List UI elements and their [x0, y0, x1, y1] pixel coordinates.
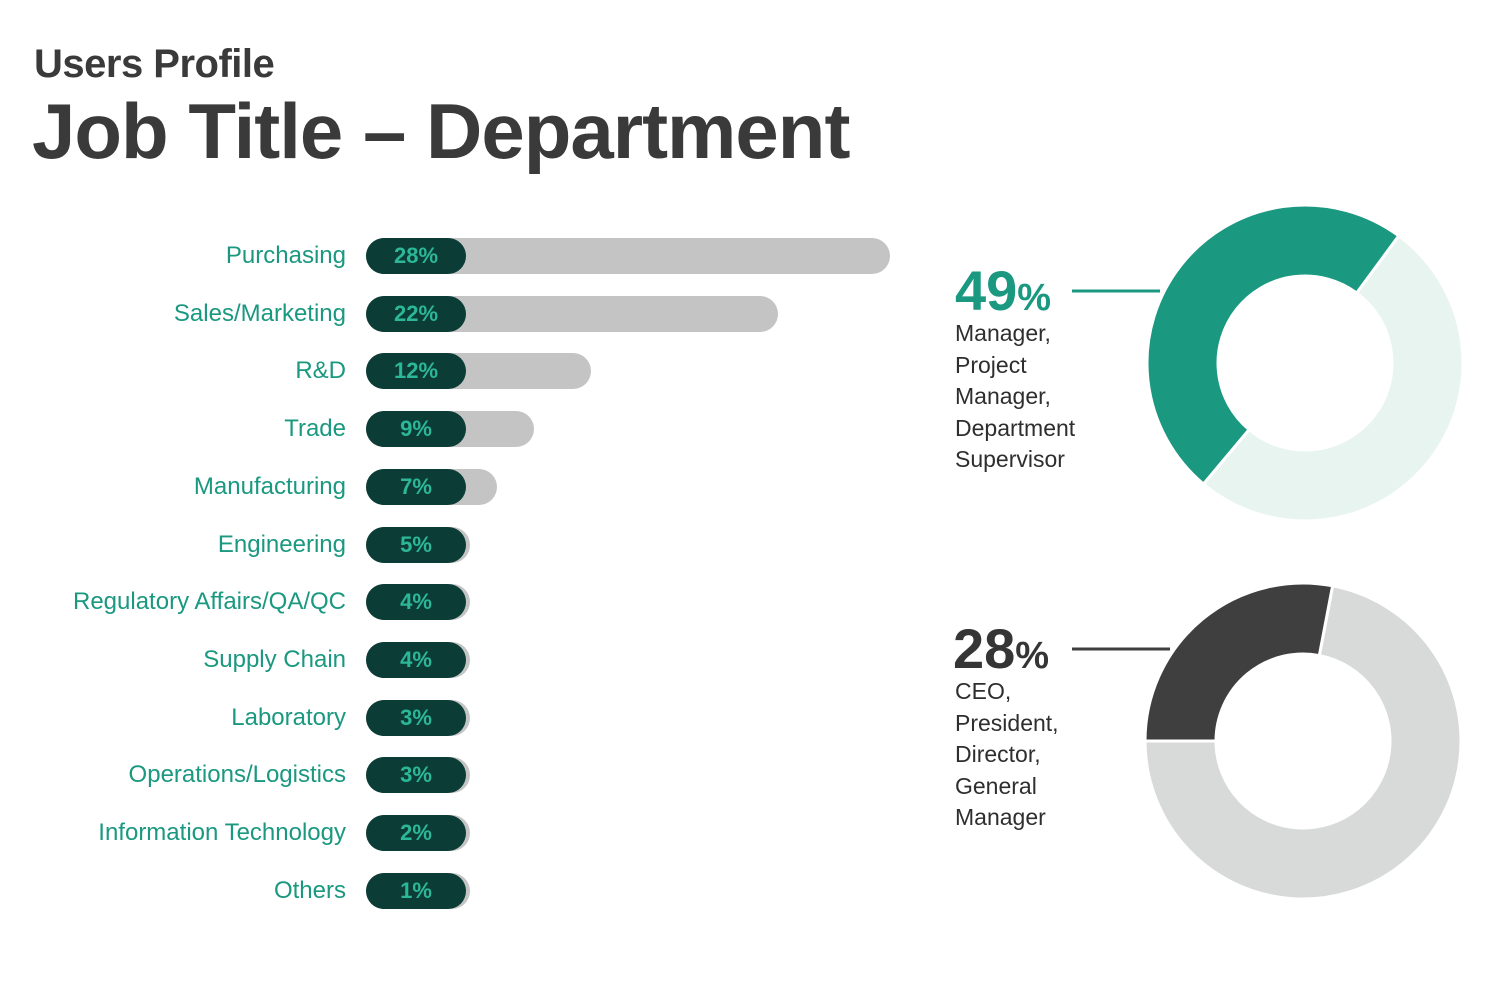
page-title: Job Title – Department — [32, 87, 850, 175]
bar-value-label: 1% — [366, 872, 466, 909]
bar-value-label: 2% — [366, 815, 466, 851]
bar-row: Operations/Logistics 3% — [0, 756, 900, 794]
bar-value-label: 3% — [366, 699, 466, 736]
bar-row: Others 1% — [0, 872, 900, 910]
donut-2-description: CEO, President, Director, General Manage… — [955, 678, 1059, 830]
bar-category-label: Supply Chain — [203, 645, 346, 673]
donut-1-description: Manager, Project Manager, Department Sup… — [955, 320, 1076, 472]
bar-row: Supply Chain 4% — [0, 641, 900, 679]
donut-2-value: 28 — [953, 617, 1016, 680]
bar-category-label: Trade — [284, 415, 346, 443]
donut-1-value-slice — [1145, 203, 1401, 487]
bar-value-label: 22% — [366, 295, 466, 332]
donut-1-percent-sign: % — [1017, 277, 1052, 319]
bar-category-label: Engineering — [217, 530, 346, 558]
donut-2-value-slice — [1143, 581, 1335, 743]
bar-row: Information Technology 2% — [0, 814, 900, 852]
bar-category-label: Operations/Logistics — [128, 761, 346, 789]
bar-row: R&D 12% — [0, 352, 900, 390]
bar-category-label: Laboratory — [231, 703, 346, 731]
bar-category-label: Information Technology — [98, 819, 346, 846]
bar-value-label: 9% — [366, 411, 466, 448]
donut-2-remainder-slice — [1143, 584, 1463, 901]
bar-value-label: 5% — [366, 526, 466, 563]
bar-category-label: Regulatory Affairs/QA/QC — [73, 588, 346, 616]
bar-value-label: 12% — [366, 353, 466, 390]
bar-category-label: Others — [273, 876, 346, 904]
bar-category-label: Manufacturing — [193, 472, 346, 500]
donut-2-percent-sign: % — [1015, 635, 1050, 677]
bar-value-label: 4% — [366, 641, 466, 678]
bar-row: Purchasing 28% — [0, 237, 900, 275]
donut-1-value: 49 — [955, 259, 1018, 322]
bar-category-label: Purchasing — [225, 242, 346, 269]
donut-1-percentage: 49% — [955, 258, 1051, 323]
bar-value-label: 3% — [366, 757, 466, 794]
bar-value-label: 7% — [366, 468, 466, 505]
bar-category-label: R&D — [295, 357, 346, 385]
donut-2-percentage: 28% — [953, 616, 1049, 681]
page-subtitle: Users Profile — [34, 42, 275, 86]
bar-row: Laboratory 3% — [0, 699, 900, 737]
bar-row: Regulatory Affairs/QA/QC 4% — [0, 583, 900, 621]
bar-row: Trade 9% — [0, 410, 900, 448]
bar-row: Engineering 5% — [0, 526, 900, 564]
bar-value-label: 4% — [366, 584, 466, 621]
bar-row: Manufacturing 7% — [0, 468, 900, 506]
bar-category-label: Sales/Marketing — [173, 299, 346, 327]
bar-value-label: 28% — [366, 238, 466, 274]
donut-1-remainder-slice — [1201, 233, 1465, 523]
bar-row: Sales/Marketing 22% — [0, 295, 900, 333]
